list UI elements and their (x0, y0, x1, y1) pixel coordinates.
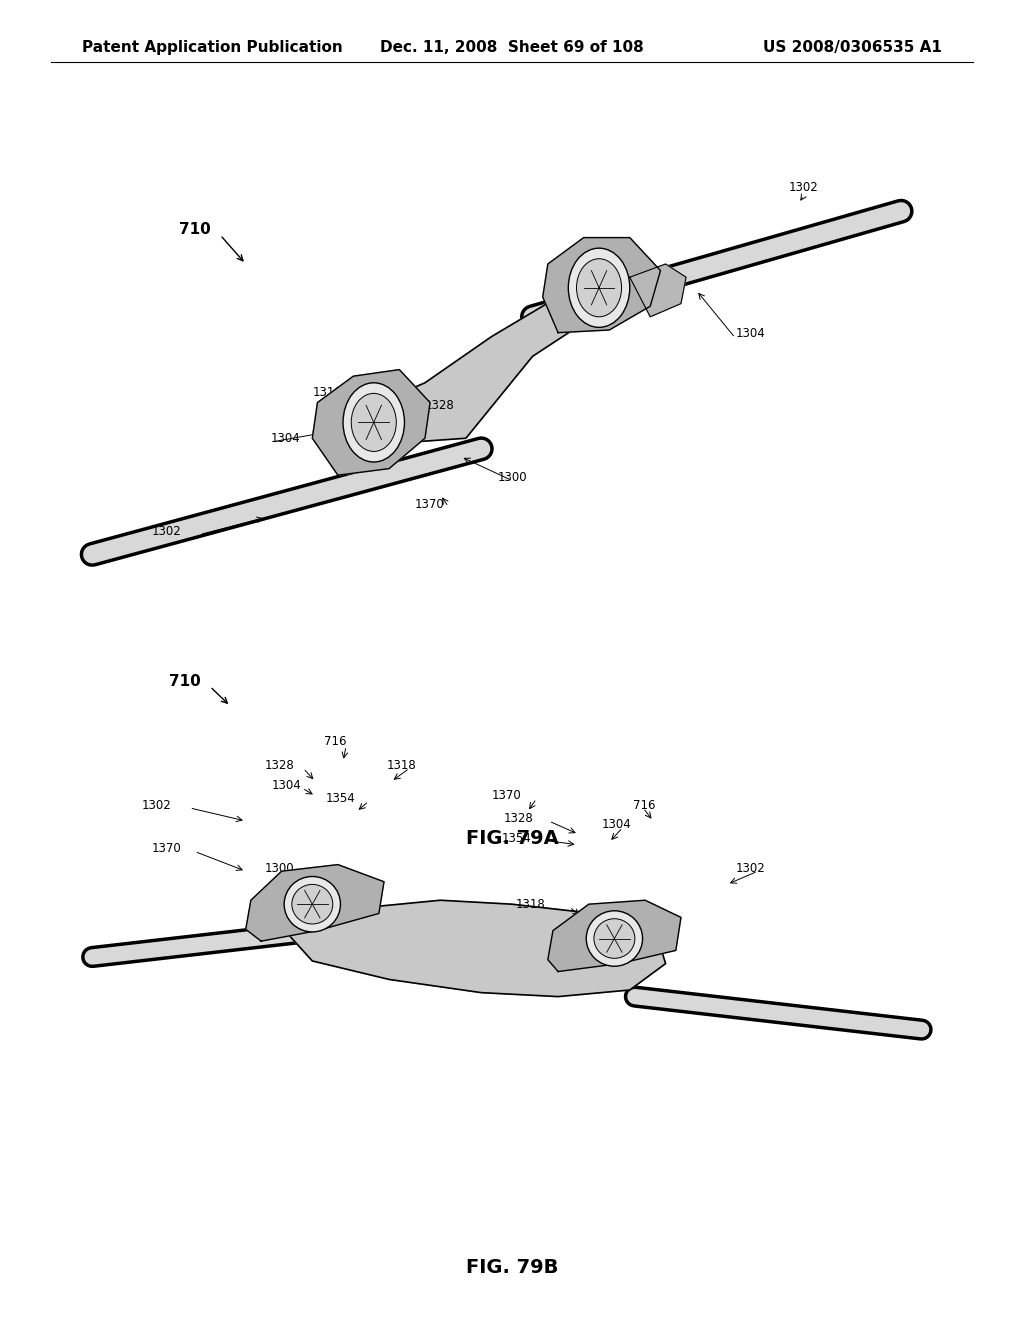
Text: 710: 710 (179, 222, 211, 238)
Text: 1328: 1328 (425, 399, 455, 412)
Polygon shape (543, 238, 660, 333)
Text: 716: 716 (324, 735, 346, 748)
Circle shape (343, 383, 404, 462)
Text: 1302: 1302 (152, 525, 181, 539)
Circle shape (577, 259, 622, 317)
Text: 1302: 1302 (735, 862, 765, 875)
Text: 1302: 1302 (141, 799, 171, 812)
Text: 1304: 1304 (602, 818, 632, 832)
Text: 1370: 1370 (152, 842, 181, 855)
Text: FIG. 79A: FIG. 79A (466, 829, 558, 847)
Polygon shape (369, 284, 630, 442)
Text: Dec. 11, 2008  Sheet 69 of 108: Dec. 11, 2008 Sheet 69 of 108 (380, 40, 644, 55)
Text: 1318: 1318 (387, 759, 417, 772)
Text: 1318: 1318 (516, 898, 546, 911)
Ellipse shape (292, 884, 333, 924)
Ellipse shape (284, 876, 340, 932)
Ellipse shape (594, 919, 635, 958)
Text: 1370: 1370 (492, 789, 521, 803)
Text: 1370: 1370 (415, 498, 444, 511)
Text: 1354: 1354 (326, 792, 355, 805)
Polygon shape (312, 370, 430, 475)
Text: 716: 716 (633, 799, 655, 812)
Text: 1354: 1354 (502, 832, 531, 845)
Text: Patent Application Publication: Patent Application Publication (82, 40, 343, 55)
Text: 1328: 1328 (579, 244, 608, 257)
Polygon shape (548, 900, 681, 972)
Text: 1304: 1304 (735, 327, 765, 341)
Circle shape (351, 393, 396, 451)
Text: 1302: 1302 (788, 181, 818, 194)
Text: 1318: 1318 (571, 272, 601, 285)
Polygon shape (276, 900, 666, 997)
Text: 1300: 1300 (264, 862, 294, 875)
Text: 1304: 1304 (271, 779, 301, 792)
Text: 1328: 1328 (504, 812, 534, 825)
Text: 1300: 1300 (498, 471, 527, 484)
Text: 710: 710 (169, 673, 201, 689)
Polygon shape (630, 264, 686, 317)
Text: 1354: 1354 (384, 399, 414, 412)
Text: 1304: 1304 (270, 432, 300, 445)
Text: 1318: 1318 (312, 385, 342, 399)
Circle shape (568, 248, 630, 327)
Text: 1354: 1354 (548, 300, 578, 313)
Text: 1328: 1328 (264, 759, 294, 772)
Text: FIG. 79B: FIG. 79B (466, 1258, 558, 1276)
Polygon shape (246, 865, 384, 941)
Ellipse shape (586, 911, 643, 966)
Text: US 2008/0306535 A1: US 2008/0306535 A1 (763, 40, 942, 55)
